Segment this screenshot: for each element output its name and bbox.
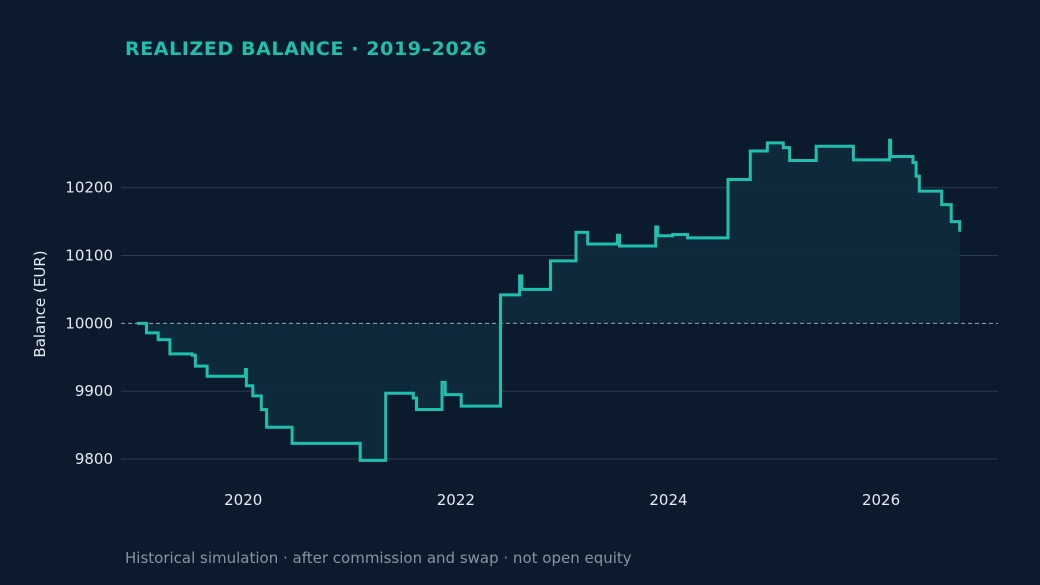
x-tick-labels: 2020 2022 2024 2026 [224, 491, 900, 509]
balance-step-line [136, 138, 962, 462]
y-tick-labels: 9800 9900 10000 10100 10200 [65, 179, 113, 468]
x-tick-2020: 2020 [224, 491, 262, 509]
x-tick-2022: 2022 [437, 491, 475, 509]
x-tick-2026: 2026 [862, 491, 900, 509]
y-tick-10200: 10200 [65, 179, 113, 197]
chart-title: REALIZED BALANCE · 2019–2026 [125, 38, 487, 60]
y-axis-title: Balance (EUR) [31, 250, 49, 357]
y-tick-10100: 10100 [65, 247, 113, 265]
y-tick-9800: 9800 [75, 450, 113, 468]
y-tick-9900: 9900 [75, 382, 113, 400]
balance-area-fill [136, 140, 960, 461]
x-tick-2024: 2024 [649, 491, 687, 509]
footnote: Historical simulation · after commission… [125, 549, 632, 567]
y-tick-10000: 10000 [65, 314, 113, 332]
